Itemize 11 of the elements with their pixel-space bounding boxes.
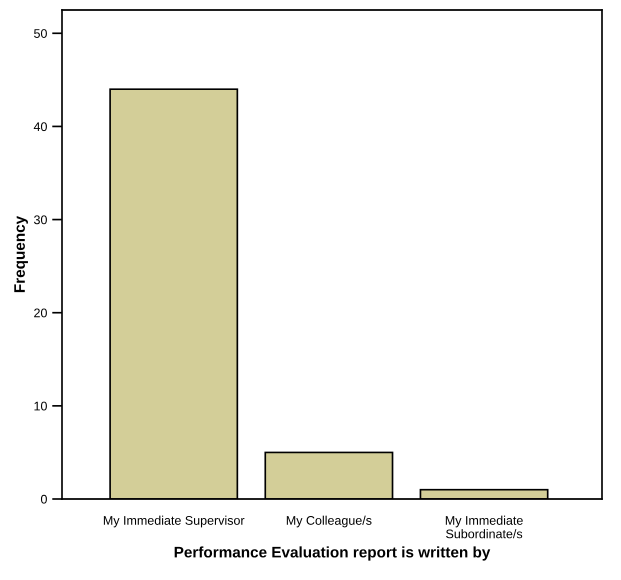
x-tick-label: My Colleague/s bbox=[286, 516, 372, 528]
x-axis-title: Performance Evaluation report is written by bbox=[174, 546, 490, 561]
y-tick-label: 20 bbox=[34, 308, 47, 318]
y-tick-label: 10 bbox=[34, 402, 47, 411]
y-tick-label: 40 bbox=[34, 122, 47, 132]
x-tick-label: My Immediate Supervisor bbox=[104, 516, 244, 528]
y-axis-title: Frequency bbox=[14, 216, 28, 292]
y-tick-label: 0 bbox=[40, 494, 47, 504]
y-tick-label: 30 bbox=[34, 215, 47, 224]
x-tick-label: My Immediate Subordinate/s bbox=[446, 516, 523, 538]
y-tick-label: 50 bbox=[34, 29, 47, 38]
